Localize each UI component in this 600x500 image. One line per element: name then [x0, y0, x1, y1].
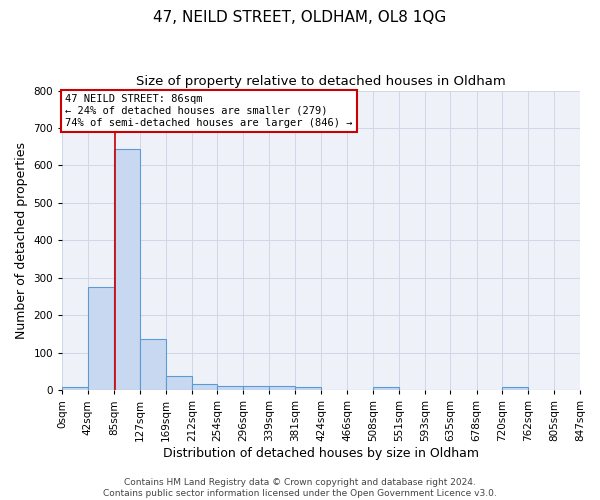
Bar: [166, 376, 192, 390]
Bar: [217, 386, 243, 390]
Bar: [243, 386, 269, 390]
Bar: [192, 384, 217, 390]
Bar: [114, 148, 140, 390]
Title: Size of property relative to detached houses in Oldham: Size of property relative to detached ho…: [136, 75, 506, 88]
Bar: [88, 286, 114, 391]
Y-axis label: Number of detached properties: Number of detached properties: [15, 142, 28, 339]
Text: 47, NEILD STREET, OLDHAM, OL8 1QG: 47, NEILD STREET, OLDHAM, OL8 1QG: [154, 10, 446, 25]
X-axis label: Distribution of detached houses by size in Oldham: Distribution of detached houses by size …: [163, 447, 479, 460]
Bar: [502, 388, 528, 390]
Text: Contains HM Land Registry data © Crown copyright and database right 2024.
Contai: Contains HM Land Registry data © Crown c…: [103, 478, 497, 498]
Bar: [295, 388, 322, 390]
Bar: [373, 388, 399, 390]
Bar: [62, 388, 88, 390]
Bar: [140, 338, 166, 390]
Bar: [269, 386, 295, 390]
Text: 47 NEILD STREET: 86sqm
← 24% of detached houses are smaller (279)
74% of semi-de: 47 NEILD STREET: 86sqm ← 24% of detached…: [65, 94, 353, 128]
